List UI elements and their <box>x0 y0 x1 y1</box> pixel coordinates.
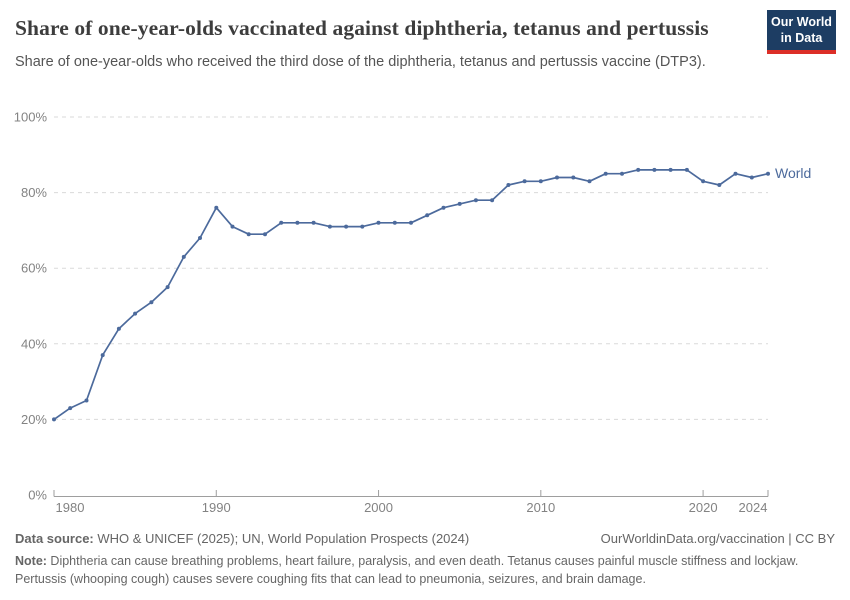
world-point-2018[interactable] <box>668 167 673 172</box>
world-point-2013[interactable] <box>587 179 592 184</box>
world-point-2003[interactable] <box>425 213 430 218</box>
world-point-2002[interactable] <box>409 220 413 225</box>
world-point-2004[interactable] <box>441 205 446 210</box>
x-axis-label-2010: 2010 <box>526 500 555 515</box>
world-point-1985[interactable] <box>133 311 138 316</box>
x-axis-label-2020: 2020 <box>689 500 718 515</box>
y-axis-label-100: 100% <box>14 110 48 125</box>
world-point-1990[interactable] <box>214 205 219 210</box>
x-axis-label-1980: 1980 <box>56 500 85 515</box>
world-point-2008[interactable] <box>506 183 511 187</box>
data-source-line: Data source: WHO & UNICEF (2025); UN, Wo… <box>15 531 469 546</box>
world-point-1998[interactable] <box>344 224 349 229</box>
world-point-2014[interactable] <box>603 171 608 176</box>
world-series-label[interactable]: World <box>775 165 811 181</box>
world-point-2000[interactable] <box>376 220 381 225</box>
world-point-1999[interactable] <box>360 224 365 229</box>
y-axis-label-20: 20% <box>21 412 47 427</box>
world-point-1984[interactable] <box>116 326 121 331</box>
world-point-2024[interactable] <box>766 171 770 176</box>
world-point-1994[interactable] <box>279 220 284 225</box>
chart-header: Share of one-year-olds vaccinated agains… <box>15 14 750 73</box>
world-point-1983[interactable] <box>100 353 105 358</box>
world-point-1991[interactable] <box>230 224 235 229</box>
world-point-2009[interactable] <box>522 179 527 184</box>
data-source-text: WHO & UNICEF (2025); UN, World Populatio… <box>93 531 470 546</box>
chart-canvas[interactable]: 0% 20% 40% 60% 80% 100% 1980 1990 2000 2010 2020 20… <box>0 100 850 525</box>
world-point-2007[interactable] <box>490 198 495 203</box>
chart-footer: Data source: WHO & UNICEF (2025); UN, Wo… <box>15 531 835 589</box>
world-point-1986[interactable] <box>149 300 154 305</box>
world-point-2022[interactable] <box>733 171 738 176</box>
note-text: Diphtheria can cause breathing problems,… <box>15 554 799 586</box>
world-point-1981[interactable] <box>68 406 73 411</box>
world-point-1997[interactable] <box>327 224 332 229</box>
world-point-1992[interactable] <box>246 232 251 237</box>
logo-line-1: Our World <box>771 15 832 29</box>
world-point-1988[interactable] <box>181 254 186 259</box>
note-label: Note: <box>15 554 47 568</box>
y-axis-label-60: 60% <box>21 261 47 276</box>
world-point-2012[interactable] <box>571 175 576 180</box>
world-point-2006[interactable] <box>473 198 478 203</box>
x-axis-label-1990: 1990 <box>202 500 231 515</box>
x-axis-label-2024: 2024 <box>739 500 768 515</box>
x-axis-label-2000: 2000 <box>364 500 393 515</box>
world-point-1982[interactable] <box>84 398 89 403</box>
note-line: Note: Diphtheria can cause breathing pro… <box>15 553 830 589</box>
owid-logo[interactable]: Our World in Data <box>767 10 836 54</box>
world-line[interactable] <box>53 169 769 421</box>
world-point-1993[interactable] <box>263 232 267 237</box>
citation-link[interactable]: OurWorldinData.org/vaccination | CC BY <box>600 531 835 546</box>
y-axis-label-80: 80% <box>21 185 47 200</box>
world-point-2019[interactable] <box>684 167 689 172</box>
world-point-2015[interactable] <box>620 171 624 176</box>
source-row: Data source: WHO & UNICEF (2025); UN, Wo… <box>15 531 835 546</box>
world-point-1987[interactable] <box>165 285 170 290</box>
world-point-2011[interactable] <box>555 175 559 180</box>
logo-line-2: in Data <box>780 31 823 45</box>
world-point-2020[interactable] <box>701 179 706 184</box>
y-axis-label-40: 40% <box>21 336 47 351</box>
page-title: Share of one-year-olds vaccinated agains… <box>15 16 709 40</box>
world-point-2017[interactable] <box>652 167 657 172</box>
world-point-1995[interactable] <box>295 220 300 225</box>
world-point-2021[interactable] <box>717 183 722 187</box>
world-point-1989[interactable] <box>198 236 202 240</box>
world-point-2001[interactable] <box>392 220 397 225</box>
world-point-2023[interactable] <box>749 175 754 180</box>
data-source-label: Data source: <box>15 531 94 546</box>
world-point-2016[interactable] <box>636 167 641 172</box>
world-point-1996[interactable] <box>311 220 316 225</box>
world-point-2005[interactable] <box>457 201 462 206</box>
world-point-2010[interactable] <box>538 179 543 184</box>
world-point-1980[interactable] <box>52 417 56 422</box>
page-subtitle: Share of one-year-olds who received the … <box>15 54 706 71</box>
y-axis-label-0: 0% <box>28 488 47 503</box>
